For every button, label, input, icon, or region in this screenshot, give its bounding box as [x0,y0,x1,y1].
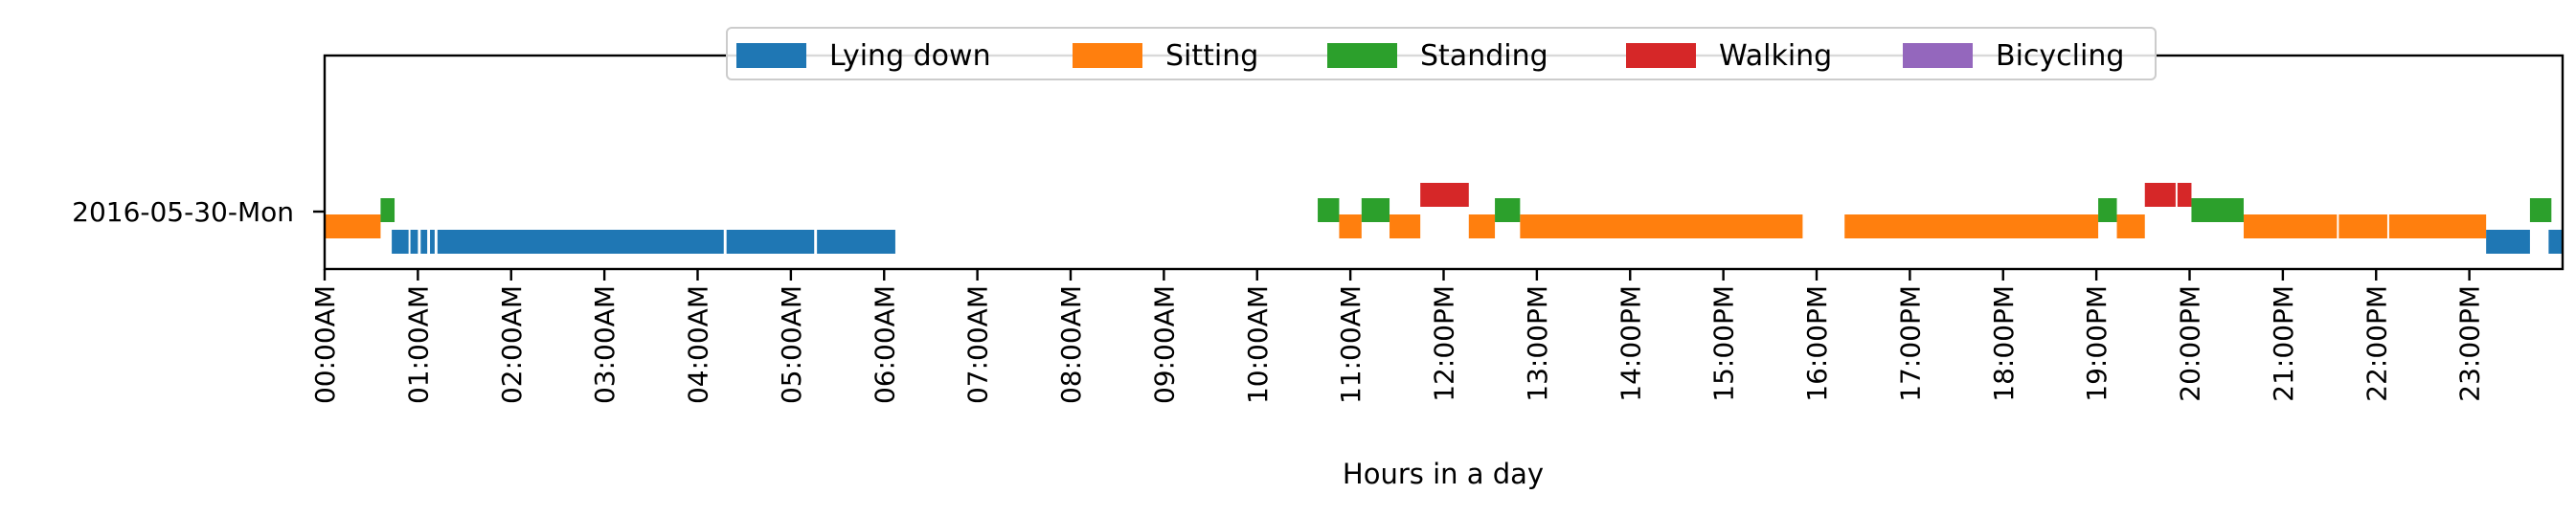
x-tick-label: 10:00AM [1242,285,1274,404]
x-tick-label: 06:00AM [869,285,900,404]
x-tick-label: 11:00AM [1335,285,1367,404]
activity-bar-sitting [325,214,381,238]
x-tick-label: 01:00AM [402,285,434,404]
legend-swatch-standing [1327,43,1397,68]
x-tick-label: 17:00PM [1894,285,1926,402]
x-tick-label: 20:00PM [2175,285,2206,402]
legend: Lying down Sitting Standing Walking Bicyclin… [726,27,2157,80]
activity-bar-lying-down [420,230,428,254]
activity-bar-standing [1361,198,1390,222]
x-tick-label: 21:00PM [2268,285,2299,402]
x-tick-label: 03:00AM [589,285,621,404]
x-tick-label: 18:00PM [1988,285,2020,402]
activity-bar-lying-down [2548,230,2563,254]
activity-bar-walking [2177,183,2192,207]
y-tick-label: 2016-05-30-Mon [72,196,294,228]
activity-bar-sitting [1844,214,2099,238]
x-tick-label: 00:00AM [309,285,341,404]
x-tick-label: 05:00AM [776,285,807,404]
x-tick-label: 07:00AM [962,285,994,404]
y-axis: 2016-05-30-Mon [72,196,325,228]
activity-bar-sitting [2116,214,2145,238]
x-tick-label: 16:00PM [1801,285,1833,402]
legend-label: Sitting [1165,39,1258,73]
x-axis-ticks: 00:00AM 01:00AM 02:00AM 03:00AM 04:00AM 05:00… [309,269,2486,404]
x-tick-label: 04:00AM [683,285,714,404]
activity-bar-walking [1420,183,1469,207]
x-tick-label: 02:00AM [496,285,528,404]
activity-bar-sitting [2339,214,2387,238]
activity-bar-sitting [1390,214,1421,238]
legend-label: Bicycling [1996,39,2124,73]
legend-swatch-lying-down [736,43,806,68]
activity-segments [325,183,2563,254]
x-tick-label: 08:00AM [1055,285,1087,404]
activity-bar-standing [2098,198,2117,222]
activity-bar-standing [2529,198,2552,222]
activity-bar-lying-down [410,230,418,254]
legend-label: Standing [1420,39,1548,73]
legend-swatch-walking [1626,43,1696,68]
activity-bar-lying-down [392,230,409,254]
activity-bar-sitting [2388,214,2487,238]
activity-bar-lying-down [2486,230,2530,254]
x-tick-label: 12:00PM [1429,285,1460,402]
x-tick-label: 13:00PM [1522,285,1553,402]
activity-bar-lying-down [430,230,435,254]
activity-bar-sitting [1339,214,1362,238]
x-axis-label: Hours in a day [1343,458,1544,490]
legend-swatch-sitting [1073,43,1142,68]
activity-bar-lying-down [817,230,895,254]
activity-bar-sitting [1468,214,1496,238]
activity-bar-sitting [2243,214,2338,238]
activity-bar-standing [380,198,395,222]
x-tick-label: 15:00PM [1708,285,1740,402]
activity-bar-standing [1318,198,1340,222]
activity-bar-lying-down [726,230,815,254]
activity-bar-standing [1495,198,1521,222]
x-tick-label: 23:00PM [2454,285,2486,402]
legend-label: Lying down [829,39,991,73]
activity-bar-sitting [1520,214,1803,238]
legend-label: Walking [1719,39,1832,73]
x-tick-label: 19:00PM [2081,285,2113,402]
x-tick-label: 22:00PM [2361,285,2392,402]
x-tick-label: 14:00PM [1615,285,1646,402]
legend-swatch-bicycling [1903,43,1973,68]
activity-bar-walking [2144,183,2176,207]
x-tick-label: 09:00AM [1148,285,1180,404]
activity-bar-standing [2191,198,2244,222]
activity-bar-lying-down [437,230,724,254]
